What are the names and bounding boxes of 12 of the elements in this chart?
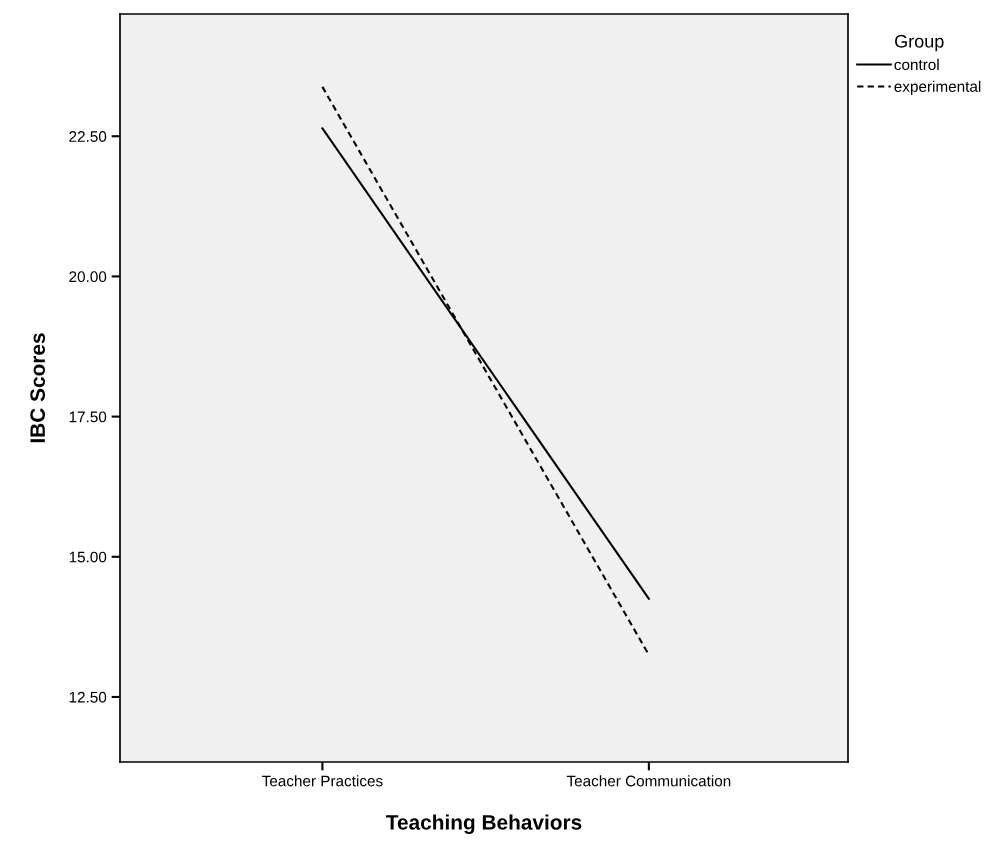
x-tick-label: Teacher Communication [566,775,731,787]
y-tick-label: 20.00 [69,271,107,283]
legend-label: control [894,58,939,71]
x-tick-label: Teacher Practices [262,775,383,787]
y-tick-label: 22.50 [69,131,107,142]
y-tick-label: 17.50 [69,411,107,423]
y-tick-label: 12.50 [69,691,107,703]
x-axis-title: Teaching Behaviors [386,814,582,834]
y-tick-label: 15.00 [69,551,107,563]
legend-title: Group [895,34,944,52]
y-axis-title: IBC Scores [30,333,46,443]
legend-label: experimental [894,80,981,95]
